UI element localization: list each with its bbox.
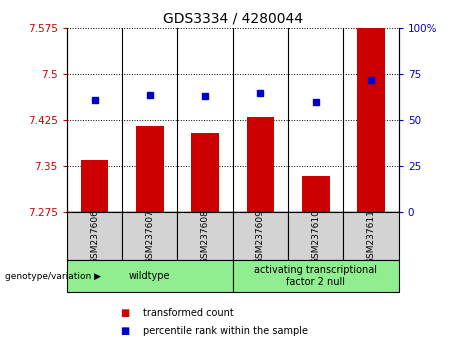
Bar <box>136 126 164 212</box>
Text: genotype/variation ▶: genotype/variation ▶ <box>5 272 100 281</box>
Bar <box>288 212 343 260</box>
Bar <box>233 212 288 260</box>
Text: GSM237609: GSM237609 <box>256 209 265 264</box>
Bar <box>247 117 274 212</box>
Text: GSM237610: GSM237610 <box>311 209 320 264</box>
Bar <box>67 212 122 260</box>
Text: GSM237608: GSM237608 <box>201 209 210 264</box>
Bar <box>233 260 399 292</box>
Bar <box>177 212 233 260</box>
Text: ■: ■ <box>120 326 129 336</box>
Text: activating transcriptional
factor 2 null: activating transcriptional factor 2 null <box>254 265 377 287</box>
Bar <box>81 160 108 212</box>
Bar <box>343 212 399 260</box>
Text: percentile rank within the sample: percentile rank within the sample <box>143 326 308 336</box>
Bar <box>122 212 177 260</box>
Text: GSM237611: GSM237611 <box>366 209 376 264</box>
Bar <box>302 176 330 212</box>
Bar <box>357 28 385 212</box>
Text: GSM237606: GSM237606 <box>90 209 99 264</box>
Bar <box>67 260 233 292</box>
Text: ■: ■ <box>120 308 129 318</box>
Title: GDS3334 / 4280044: GDS3334 / 4280044 <box>163 12 303 26</box>
Text: GSM237607: GSM237607 <box>145 209 154 264</box>
Text: transformed count: transformed count <box>143 308 234 318</box>
Bar <box>191 133 219 212</box>
Text: wildtype: wildtype <box>129 271 171 281</box>
